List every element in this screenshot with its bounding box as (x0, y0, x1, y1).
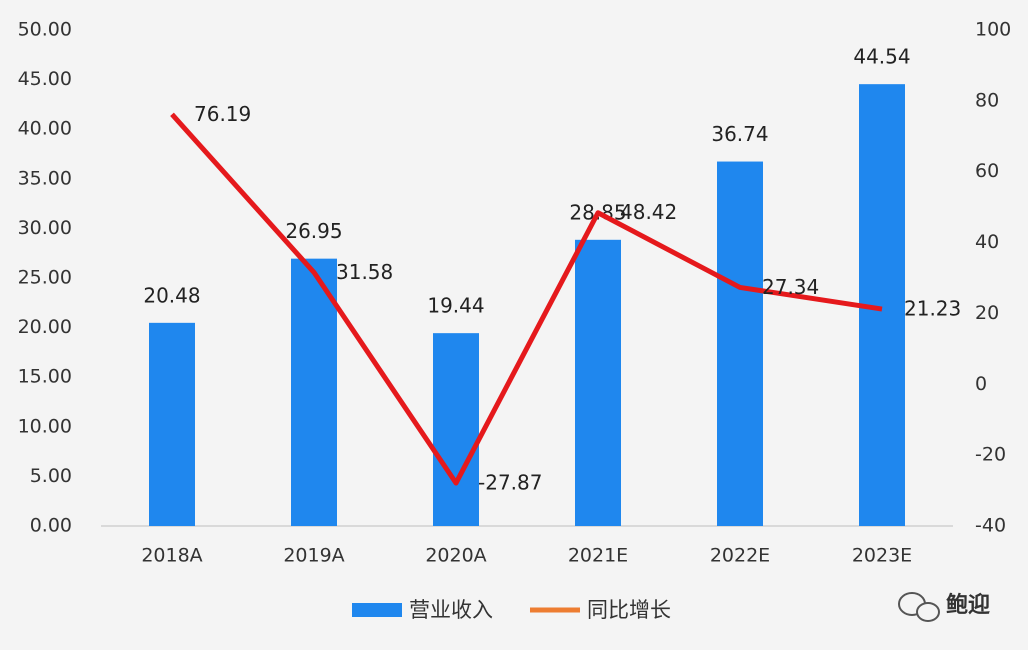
x-tick-label: 2022E (710, 545, 770, 567)
y-tick-label: 50.00 (18, 19, 72, 41)
y-tick-label: 40.00 (18, 118, 72, 140)
bar (433, 333, 479, 526)
bar (717, 161, 763, 527)
y-tick-label: 20.00 (18, 316, 72, 338)
bar-value-label: 44.54 (853, 45, 910, 69)
y2-tick-label: 80 (975, 89, 999, 111)
x-tick-label: 2020A (425, 545, 486, 567)
x-tick-label: 2018A (141, 545, 202, 567)
y-tick-label: 35.00 (18, 167, 72, 189)
y-tick-label: 0.00 (30, 515, 72, 537)
legend-label: 同比增长 (587, 598, 671, 622)
watermark-icon (916, 602, 940, 622)
bar-value-label: 19.44 (427, 294, 484, 318)
x-tick-label: 2023E (852, 545, 912, 567)
y2-tick-label: 40 (975, 231, 999, 253)
line-value-label: 27.34 (762, 275, 819, 299)
y-tick-label: 25.00 (18, 267, 72, 289)
bar-value-label: 20.48 (143, 283, 200, 307)
y2-tick-label: 100 (975, 19, 1011, 41)
watermark: 鲍迎 (898, 592, 990, 622)
y2-tick-label: -20 (975, 444, 1006, 466)
y-tick-label: 15.00 (18, 366, 72, 388)
y-tick-label: 10.00 (18, 415, 72, 437)
line-value-label: 31.58 (336, 260, 393, 284)
y2-tick-label: 0 (975, 373, 987, 395)
bar (575, 239, 621, 527)
line (170, 112, 883, 486)
y2-tick-label: 60 (975, 160, 999, 182)
x-tick-label: 2019A (283, 545, 344, 567)
bar-value-label: 36.74 (711, 122, 768, 146)
legend-swatch (352, 603, 402, 617)
line-value-label: 76.19 (194, 102, 251, 126)
line-value-label: -27.87 (478, 471, 542, 495)
bar-value-label: 26.95 (285, 219, 342, 243)
y2-tick-label: 20 (975, 302, 999, 324)
bar (149, 322, 195, 526)
line-value-label: 21.23 (904, 297, 961, 321)
watermark-text: 鲍迎 (946, 592, 990, 618)
y2-tick-label: -40 (975, 515, 1006, 537)
legend-label: 营业收入 (409, 598, 493, 622)
y-tick-label: 45.00 (18, 68, 72, 90)
y-tick-label: 5.00 (30, 465, 72, 487)
line-value-label: 48.42 (620, 200, 677, 224)
y-tick-label: 30.00 (18, 217, 72, 239)
x-tick-label: 2021E (568, 545, 628, 567)
bar (291, 258, 337, 526)
